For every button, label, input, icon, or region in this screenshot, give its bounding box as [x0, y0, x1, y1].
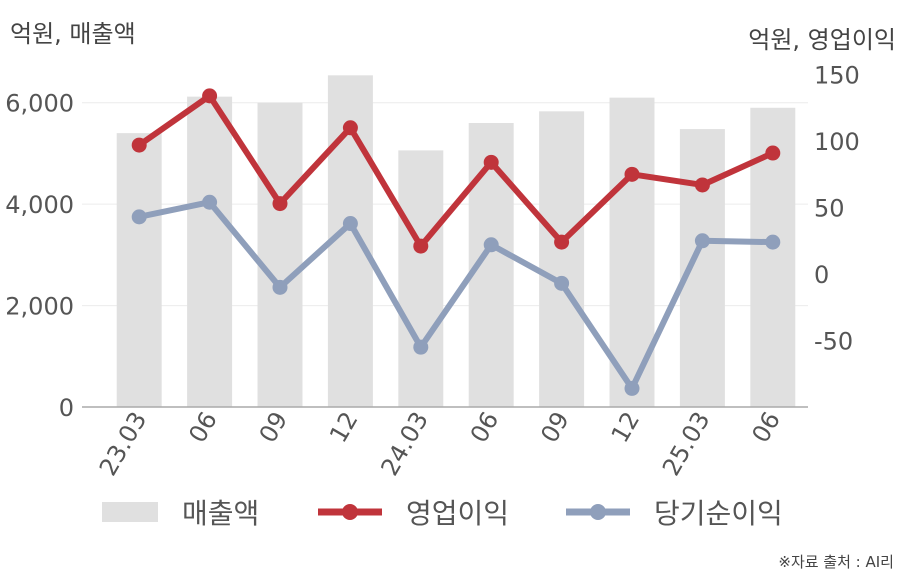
legend-label-operating-profit: 영업이익 — [406, 497, 510, 530]
legend-item-revenue: 매출액 — [102, 492, 259, 532]
left-tick-label: 4,000 — [5, 191, 74, 219]
point-operating-profit — [554, 234, 570, 250]
x-tick-label: 12 — [324, 407, 364, 447]
point-operating-profit — [131, 137, 147, 153]
left-tick-label: 6,000 — [5, 90, 74, 118]
point-net-income — [202, 194, 218, 210]
right-tick-label: 150 — [814, 62, 860, 90]
source-note: ※자료 출처 : AI리 — [778, 553, 894, 571]
right-tick-label: 100 — [814, 128, 860, 156]
point-operating-profit — [483, 154, 499, 170]
x-tick-label: 12 — [606, 407, 646, 447]
point-net-income — [131, 209, 147, 225]
point-net-income — [554, 275, 570, 291]
line-net-income — [138, 199, 773, 392]
right-tick-label: 50 — [814, 195, 845, 223]
point-operating-profit — [765, 145, 781, 161]
left-axis-unit-label: 억원, 매출액 — [10, 20, 136, 48]
point-operating-profit — [624, 166, 640, 182]
bar-revenue — [116, 133, 162, 407]
x-tick-label: 06 — [183, 407, 223, 447]
legend-swatch-revenue — [102, 502, 158, 522]
point-operating-profit — [413, 238, 429, 254]
point-net-income — [342, 216, 358, 232]
legend-item-operating-profit: 영업이익 — [318, 492, 509, 532]
point-operating-profit — [202, 88, 218, 104]
point-operating-profit — [694, 177, 710, 193]
point-operating-profit — [342, 120, 358, 136]
x-tick-label: 24.03 — [375, 407, 434, 481]
point-net-income — [483, 237, 499, 253]
x-tick-label: 23.03 — [94, 407, 153, 481]
legend-swatch-operating-profit — [318, 504, 382, 520]
legend-item-net-income: 당기순이익 — [566, 492, 783, 532]
right-tick-label: -50 — [814, 328, 853, 356]
right-axis-unit-label: 억원, 영업이익 — [748, 26, 896, 54]
point-net-income — [765, 234, 781, 250]
bar-revenue — [539, 111, 585, 407]
left-tick-label: 0 — [59, 394, 74, 422]
legend-label-revenue: 매출액 — [182, 497, 260, 530]
point-operating-profit — [272, 196, 288, 212]
x-tick-label: 06 — [465, 407, 505, 447]
point-net-income — [624, 380, 640, 396]
legend-label-net-income: 당기순이익 — [654, 497, 783, 530]
x-tick-label: 09 — [535, 407, 575, 447]
bar-revenue — [257, 102, 303, 407]
bar-revenue — [398, 150, 444, 407]
point-net-income — [272, 279, 288, 295]
point-net-income — [413, 339, 429, 355]
x-tick-label: 09 — [254, 407, 294, 447]
legend-swatch-net-income — [566, 504, 630, 520]
right-tick-label: 0 — [814, 261, 829, 289]
line-operating-profit — [137, 92, 775, 250]
bar-revenue — [187, 96, 233, 407]
x-tick-label: 25.03 — [657, 407, 716, 481]
left-tick-label: 2,000 — [5, 293, 74, 321]
point-net-income — [694, 233, 710, 249]
x-tick-label: 06 — [746, 407, 786, 447]
